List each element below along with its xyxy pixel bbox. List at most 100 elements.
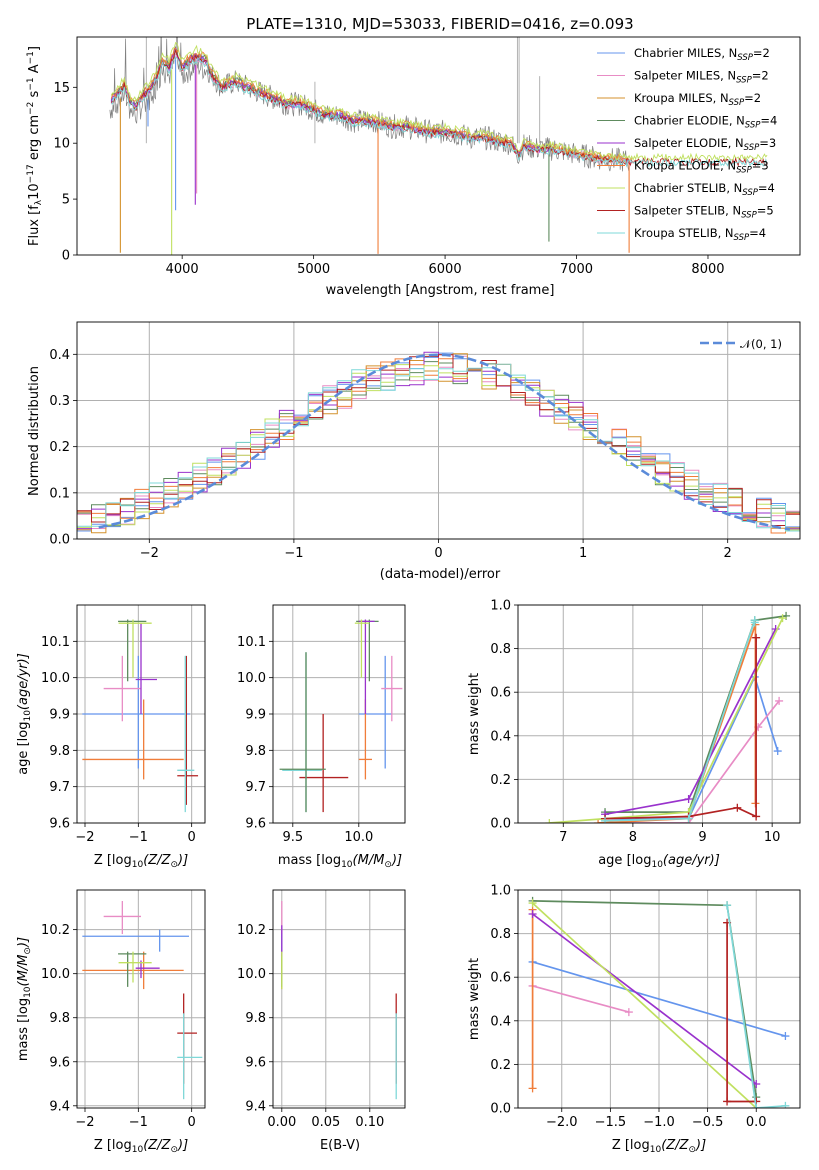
weight-line	[604, 637, 757, 820]
legend-label-tail: =4	[760, 114, 777, 128]
weight-line	[605, 700, 780, 823]
data-point	[177, 1013, 203, 1100]
mass-Z-xlabel: Z [log10(Z/Z⊙)]	[94, 1138, 188, 1155]
x-tick-label: 6000	[429, 262, 462, 277]
weight-Z-ylabel: mass weight	[467, 958, 482, 1040]
x-tick-label: 7	[559, 830, 567, 845]
legend-label-tail: =4	[758, 181, 775, 195]
spectrum-title: PLATE=1310, MJD=53033, FIBERID=0416, z=0…	[246, 15, 633, 33]
y-tick-label: 10.0	[41, 671, 70, 686]
x-tick-label: 10	[764, 830, 781, 845]
weight-line	[605, 615, 787, 813]
legend-label: Chabrier STELIB, NSSP=4	[634, 181, 775, 198]
spectrum-xlabel: wavelength [Angstrom, rest frame]	[326, 283, 555, 298]
x-tick-label: 4000	[166, 262, 199, 277]
weight-marker	[752, 633, 761, 642]
age-mass-xlabel-part: ⊙	[384, 860, 392, 870]
spectrum-ylabel-part: −1	[26, 51, 36, 64]
age-Z-ylabel-part: (age/yr)]	[16, 653, 31, 710]
y-tick-label: 10.2	[41, 923, 70, 938]
age-Z-ylabel-part: age [log	[16, 722, 31, 775]
legend-label-tail: =3	[759, 136, 776, 150]
x-tick-label: −1.0	[643, 1115, 675, 1130]
age-Z-ylabel: age [log10(age/yr)]	[16, 653, 33, 775]
weight_vs_age-axes: 7 8 9 10 0.0 0.2 0.4 0.6 0.8 1.0	[490, 599, 801, 845]
x-tick-label: 9.5	[282, 830, 303, 845]
weight-marker	[752, 812, 761, 821]
age-Z-xlabel-part: (Z/Z	[143, 853, 171, 868]
x-tick-label: −1	[129, 1115, 148, 1130]
x-tick-label: 0.00	[267, 1115, 296, 1130]
legend-label-sub: SSP	[736, 76, 752, 86]
data-point	[177, 655, 195, 813]
y-tick-label: 9.7	[245, 780, 266, 795]
y-tick-label: 0.2	[49, 440, 70, 455]
spectrum-ylabel-part: A	[27, 64, 42, 77]
y-tick-label: 9.6	[245, 1055, 266, 1070]
legend-label-sub: SSP	[734, 233, 750, 243]
spectrum-ylabel-part: −17	[26, 164, 36, 183]
age-mass-xlabel-part: mass [log	[278, 853, 341, 868]
weight-marker	[723, 901, 732, 910]
mass-Z-ylabel-part: (M/M	[16, 955, 31, 987]
residuals-axes: −2 −1 0 1 2 0.0 0.1 0.2 0.3 0.4	[49, 321, 801, 561]
weight_vs_Z-frame	[517, 889, 801, 1109]
y-tick-label: 9.6	[49, 817, 70, 832]
data-point	[118, 951, 152, 983]
age_vs_mass-axes: 9.5 10.0 9.6 9.7 9.8 9.9 10.0 10.1	[237, 604, 406, 845]
weight-marker	[528, 1084, 537, 1093]
data-point	[118, 619, 152, 678]
weight-Z-xlabel-part: Z [log	[612, 1138, 650, 1153]
mass_vs_Z-frame	[76, 889, 206, 1109]
spectrum-plot	[109, 37, 768, 255]
y-tick-label: 0.2	[490, 773, 511, 788]
age-mass-xlabel: mass [log10(M/M⊙)]	[278, 853, 402, 870]
x-tick-label: −1	[284, 546, 303, 561]
legend-label-text: Chabrier ELODIE, N	[634, 114, 745, 128]
legend-label-tail: =4	[749, 226, 766, 240]
data-point	[177, 993, 197, 1084]
weight-marker	[624, 1008, 633, 1017]
legend-label-tail: =2	[753, 46, 770, 60]
x-tick-label: −2	[140, 546, 159, 561]
data-point	[103, 901, 141, 935]
y-tick-label: 10.0	[41, 967, 70, 982]
x-tick-label: 1	[579, 546, 587, 561]
weight-marker	[781, 1032, 790, 1041]
legend-label: Salpeter ELODIE, NSSP=3	[634, 136, 776, 153]
legend-label-tail: =5	[757, 204, 774, 218]
spectrum-ylabel: Flux [fλ10−17 erg cm−2 s−1 A−1]	[26, 46, 44, 246]
mass-Z-ylabel-part: ⊙	[23, 947, 33, 955]
weight-line	[532, 985, 630, 1013]
mass_vs_Z-plot	[82, 901, 203, 1100]
weight-Z-xlabel-part: (Z/Z	[661, 1138, 689, 1153]
legend-label: Kroupa MILES, NSSP=2	[634, 91, 761, 108]
x-tick-label: −2	[75, 1115, 94, 1130]
y-tick-label: 10.1	[237, 635, 266, 650]
x-tick-label: −2.0	[546, 1115, 578, 1130]
weight_vs_age-frame	[517, 604, 801, 824]
y-tick-label: 0.8	[490, 642, 511, 657]
spectrum-ylabel-part: erg cm	[27, 115, 42, 164]
legend-label-sub: SSP	[745, 121, 761, 131]
x-tick-label: 5000	[297, 262, 330, 277]
data-point	[82, 929, 189, 952]
mass-Z-ylabel-part: 10	[23, 986, 33, 998]
mass-Z-xlabel-part: ⊙	[170, 1145, 178, 1155]
legend-label-tail: =2	[744, 91, 761, 105]
y-tick-label: 0	[62, 249, 70, 264]
y-tick-label: 10.0	[237, 967, 266, 982]
weight-line	[532, 913, 757, 1085]
mass-Z-xlabel-part: (Z/Z	[143, 1138, 171, 1153]
data-point	[118, 619, 147, 682]
data-point	[358, 655, 392, 769]
spectrum-ylabel-part: 10	[27, 183, 42, 200]
weight-marker	[723, 1097, 732, 1106]
y-tick-label: 15	[53, 81, 70, 96]
spectrum-ylabel-part: λ	[34, 199, 44, 205]
y-tick-label: 9.9	[245, 708, 266, 723]
legend-label-text: Salpeter STELIB, N	[634, 204, 741, 218]
histogram-bar-series	[77, 363, 800, 539]
y-tick-label: 9.6	[245, 817, 266, 832]
